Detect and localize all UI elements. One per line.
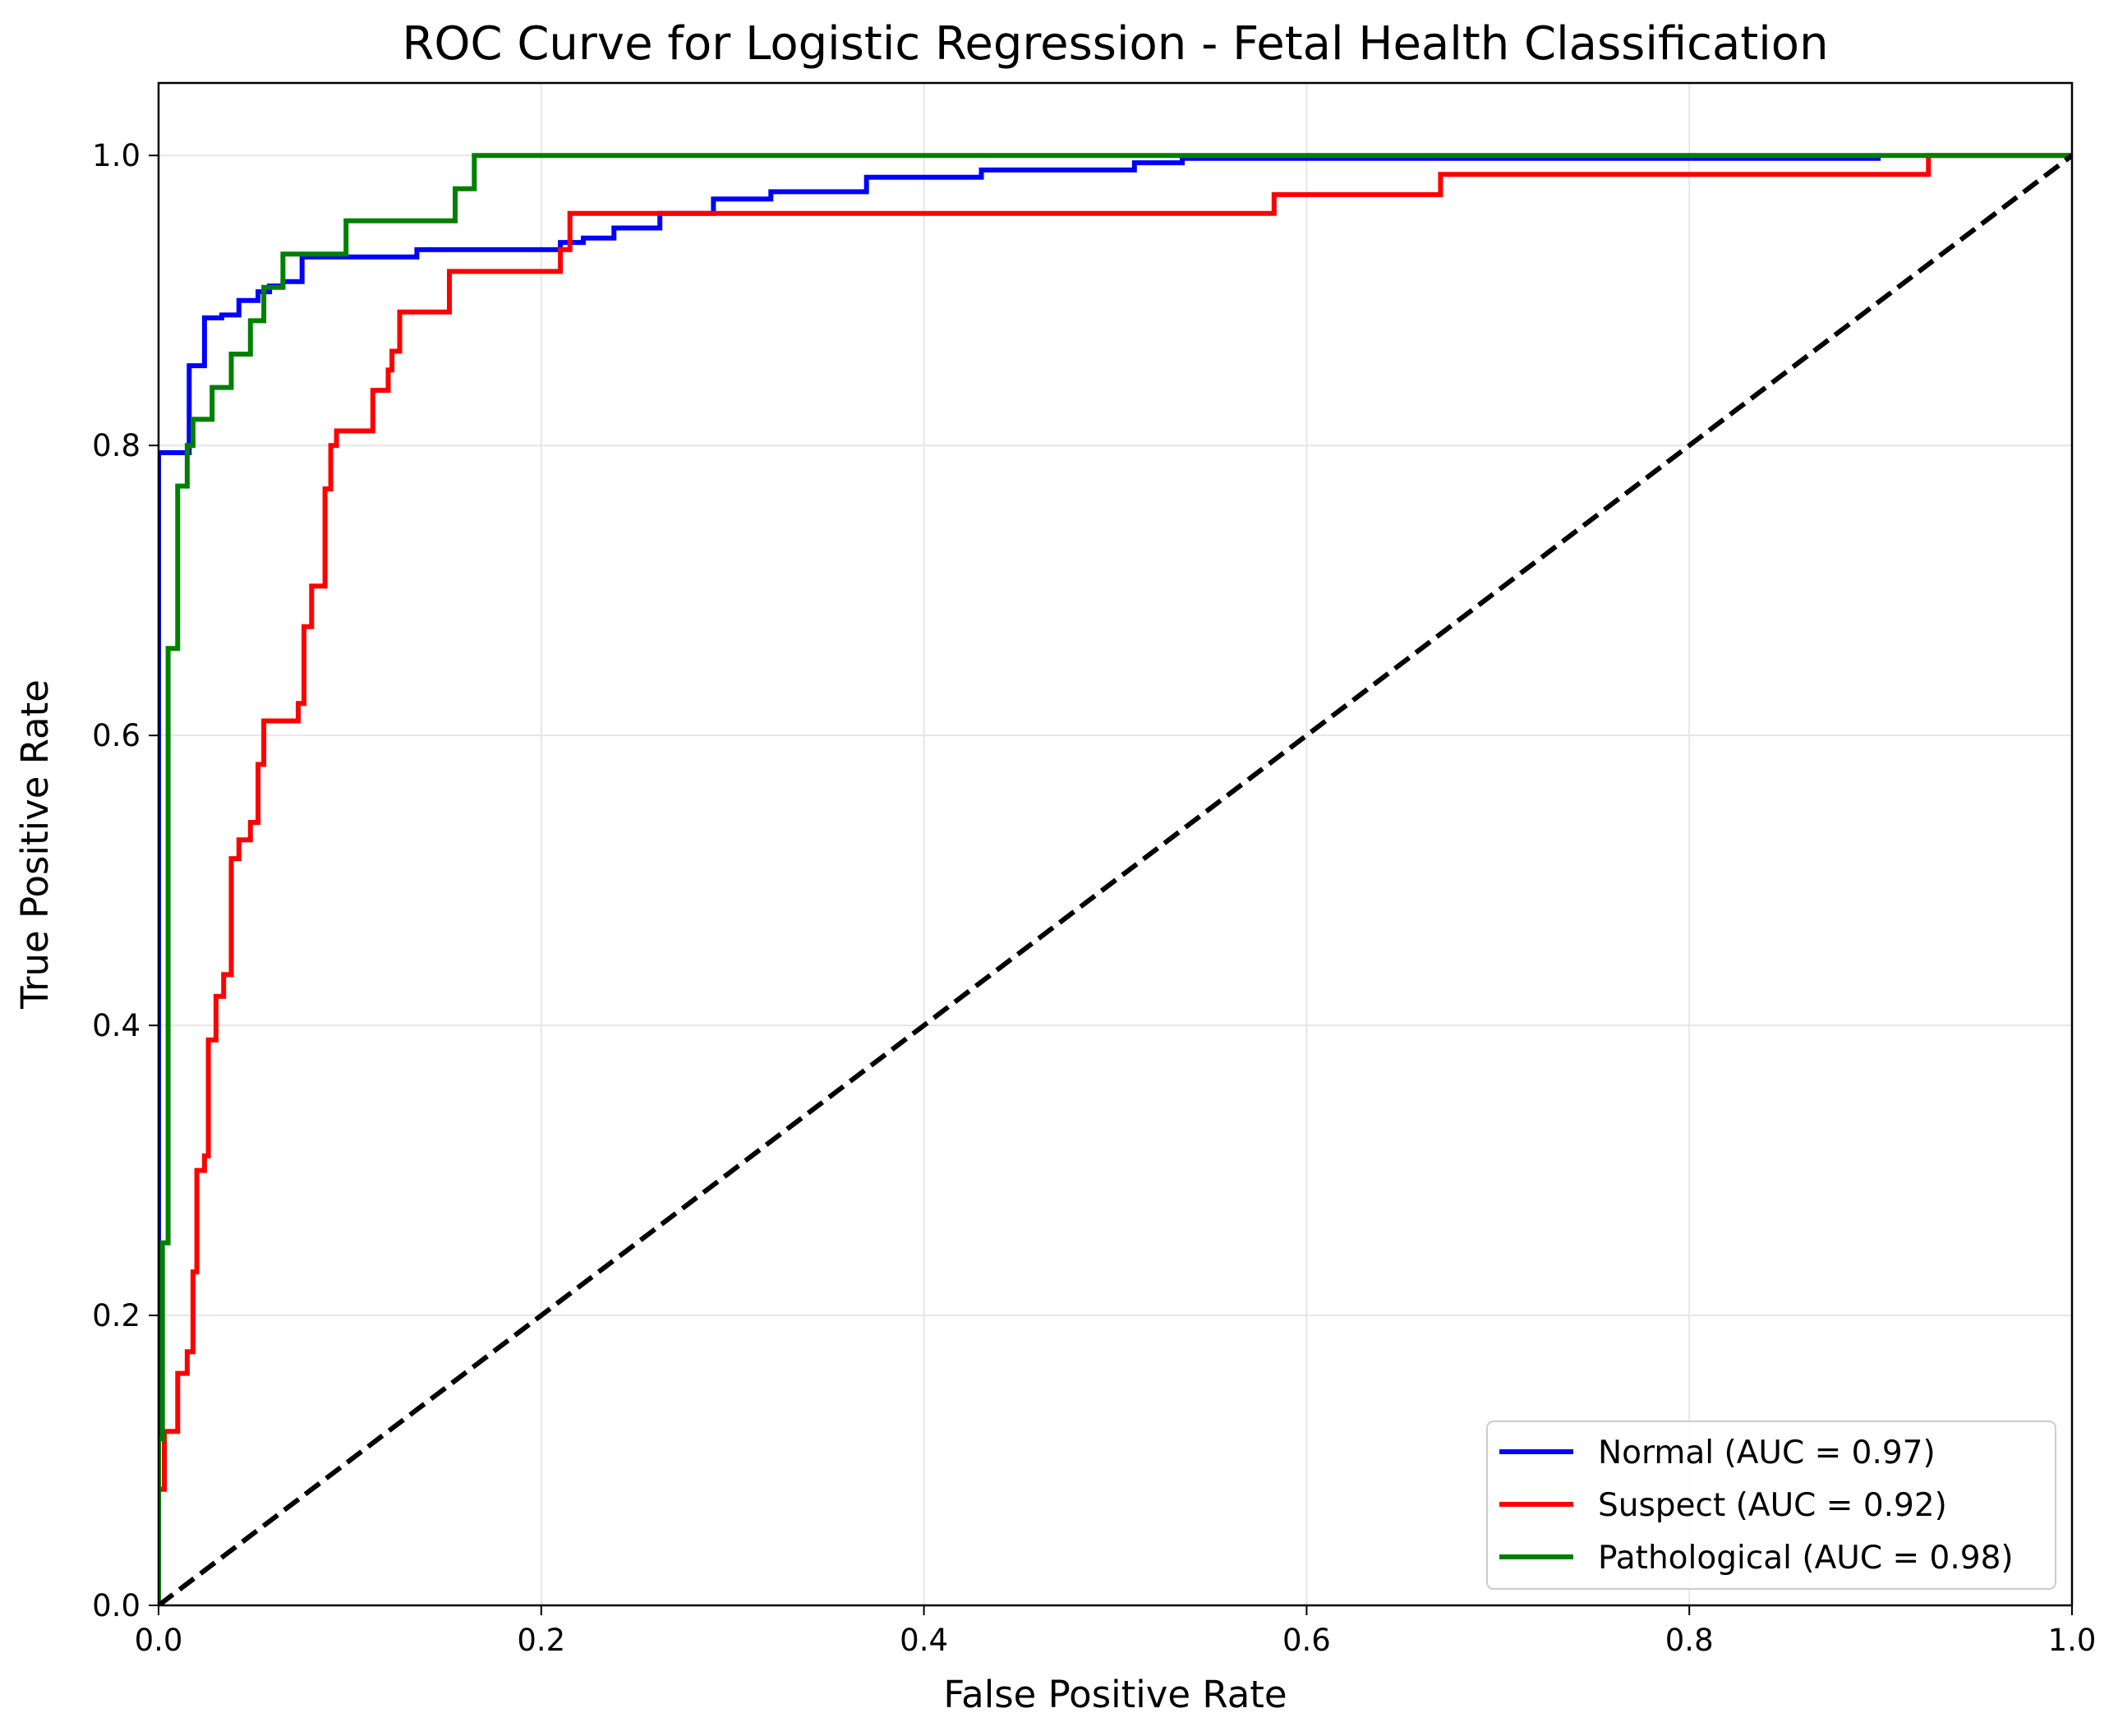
grid-lines: [158, 83, 2073, 1606]
legend-box: [1486, 1421, 2056, 1590]
legend-label-suspect: Suspect (AUC = 0.92): [1598, 1487, 1947, 1524]
y-tick-label: 0.4: [92, 1008, 140, 1043]
legend-label-normal: Normal (AUC = 0.97): [1598, 1434, 1936, 1471]
x-tick-label: 1.0: [2048, 1623, 2097, 1658]
x-tick-label: 0.0: [135, 1623, 183, 1658]
chart-title: ROC Curve for Logistic Regression - Feta…: [402, 17, 1828, 71]
roc-series-suspect: [159, 153, 2072, 1605]
series-lines: [159, 153, 2072, 1605]
y-axis-label: True Positive Rate: [13, 679, 57, 1010]
y-tick-label: 0.2: [92, 1298, 140, 1333]
axis-ticks: 0.0 0.2 0.4 0.6 0.8 1.0 0.0 0.2 0.4 0.6 0.8 1.0: [92, 138, 2096, 1658]
y-tick-label: 0.0: [92, 1588, 140, 1623]
x-tick-label: 0.2: [517, 1623, 565, 1658]
legend: Normal (AUC = 0.97) Suspect (AUC = 0.92) P…: [1486, 1421, 2056, 1590]
x-tick-label: 0.4: [900, 1623, 948, 1658]
x-tick-label: 0.8: [1665, 1623, 1714, 1658]
roc-series-normal: [159, 155, 1881, 1605]
legend-label-pathological: Pathological (AUC = 0.98): [1598, 1540, 2014, 1577]
x-axis-label: False Positive Rate: [943, 1673, 1287, 1716]
x-tick-label: 0.6: [1282, 1623, 1331, 1658]
y-tick-label: 0.6: [92, 718, 140, 753]
diagonal-reference-line: [159, 153, 2072, 1605]
y-tick-label: 1.0: [92, 138, 140, 173]
roc-series-pathological: [159, 153, 2072, 1605]
plot-frame: [157, 81, 2074, 1607]
y-tick-label: 0.8: [92, 428, 140, 463]
